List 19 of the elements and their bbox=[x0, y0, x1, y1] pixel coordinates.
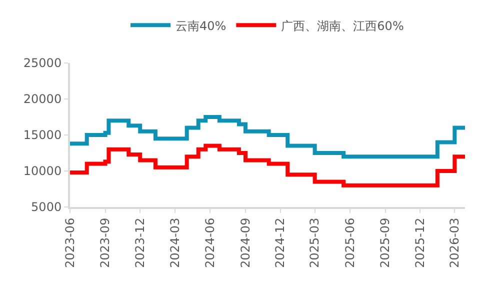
y-tick-label: 25000 bbox=[23, 56, 62, 70]
x-tick-label: 2023-06 bbox=[62, 218, 77, 268]
x-tick-label: 2025-03 bbox=[308, 218, 322, 268]
x-tick-label: 2025-06 bbox=[342, 218, 357, 268]
legend-label: 云南40% bbox=[176, 18, 226, 33]
x-tick-label: 2025-09 bbox=[378, 218, 392, 268]
y-tick-label: 20000 bbox=[23, 92, 62, 106]
x-tick-label: 2024-03 bbox=[168, 218, 182, 268]
x-tick-label: 2024-09 bbox=[238, 218, 252, 268]
x-tick-label: 2024-06 bbox=[203, 218, 218, 268]
x-tick-label: 2023-12 bbox=[133, 218, 148, 268]
y-tick-label: 10000 bbox=[23, 164, 62, 178]
y-tick-label: 15000 bbox=[23, 128, 62, 142]
x-tick-label: 2026-03 bbox=[448, 218, 462, 268]
x-tick-label: 2023-09 bbox=[98, 218, 112, 268]
x-tick-label: 2024-12 bbox=[273, 218, 288, 268]
legend-label: 广西、湖南、江西60% bbox=[281, 18, 404, 33]
x-tick-label: 2025-12 bbox=[413, 218, 428, 268]
y-tick-label: 5000 bbox=[31, 200, 62, 214]
